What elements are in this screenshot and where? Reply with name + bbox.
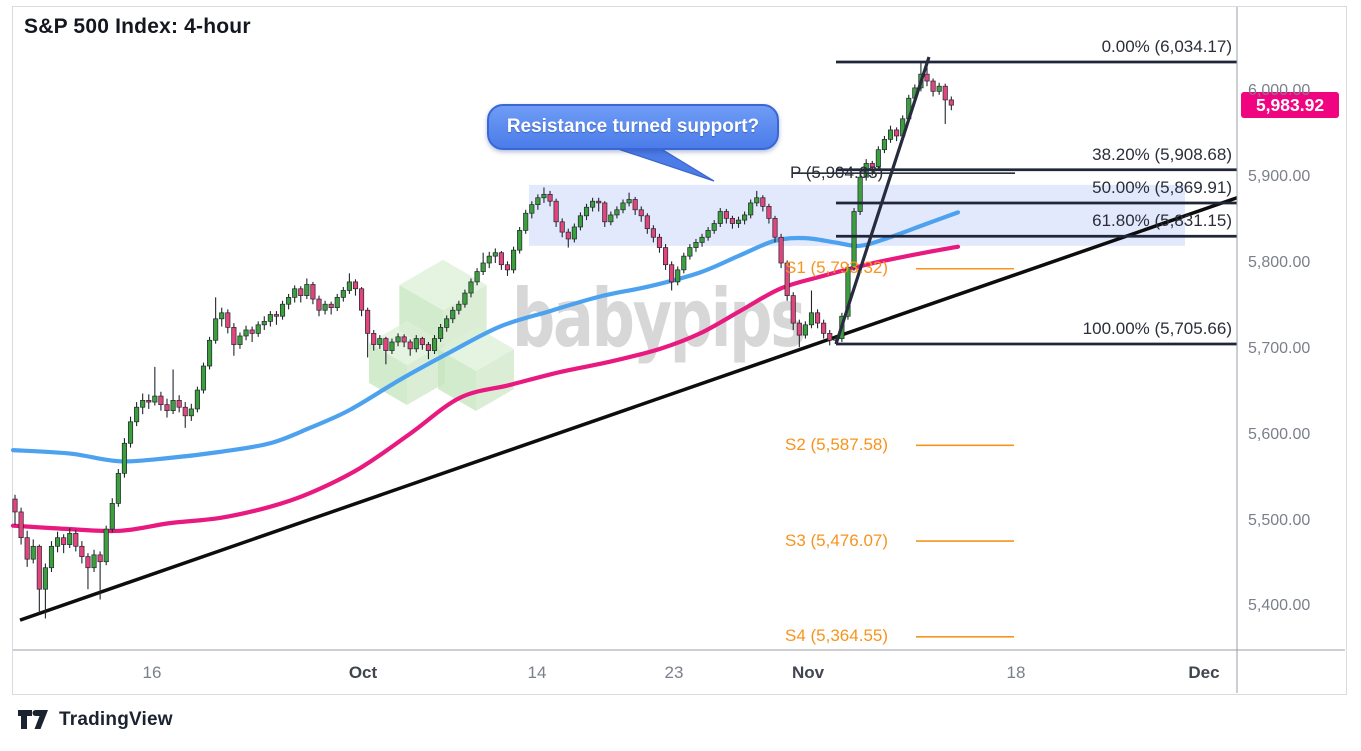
price-axis-label: 5,700.00 xyxy=(1248,339,1311,357)
pivot-p-label: P (5,904.63) xyxy=(790,162,884,182)
pivot-support-label: S2 (5,587.58) xyxy=(785,434,889,454)
price-axis-label: 5,800.00 xyxy=(1248,254,1311,271)
pivot-support-label: S4 (5,364.55) xyxy=(785,626,889,646)
annotation-callout: Resistance turned support? xyxy=(487,104,779,150)
fib-level-label: 50.00% (5,869.91) xyxy=(1092,178,1232,197)
tradingview-attribution: TradingView xyxy=(18,709,173,731)
time-axis-label: Dec xyxy=(1188,663,1220,682)
time-axis-label: 16 xyxy=(142,663,162,682)
annotation-callout-text: Resistance turned support? xyxy=(506,116,760,137)
time-axis-label: 23 xyxy=(664,663,684,682)
fib-level-label: 0.00% (6,034.17) xyxy=(1101,37,1232,56)
fib-level-label: 100.00% (5,705.66) xyxy=(1082,318,1232,338)
time-axis-label: Nov xyxy=(791,663,825,682)
time-axis-label: 18 xyxy=(1006,663,1026,682)
price-axis-label: 5,900.00 xyxy=(1248,168,1311,186)
tradingview-logo-text: TradingView xyxy=(59,709,173,730)
pivot-support-label: S1 (5,793.32) xyxy=(785,258,889,278)
chart-title: S&P 500 Index: 4-hour xyxy=(24,15,251,38)
fib-level-label: 38.20% (5,908.68) xyxy=(1092,144,1232,164)
price-axis-label: 5,600.00 xyxy=(1248,425,1311,443)
fib-level-label: 61.80% (5,831.15) xyxy=(1092,211,1232,231)
last-price-value: 5,983.92 xyxy=(1255,94,1325,115)
price-axis-label: 6,000.00 xyxy=(1248,82,1311,100)
time-axis-label: Oct xyxy=(348,663,378,682)
time-axis-label: 14 xyxy=(527,663,547,682)
pivot-support-label: S3 (5,476.07) xyxy=(785,530,889,550)
last-price-badge: 5,983.92 xyxy=(1241,92,1339,118)
price-axis-label: 5,500.00 xyxy=(1248,511,1311,529)
price-axis-label: 5,400.00 xyxy=(1248,597,1311,615)
tradingview-logo-icon xyxy=(18,710,48,729)
